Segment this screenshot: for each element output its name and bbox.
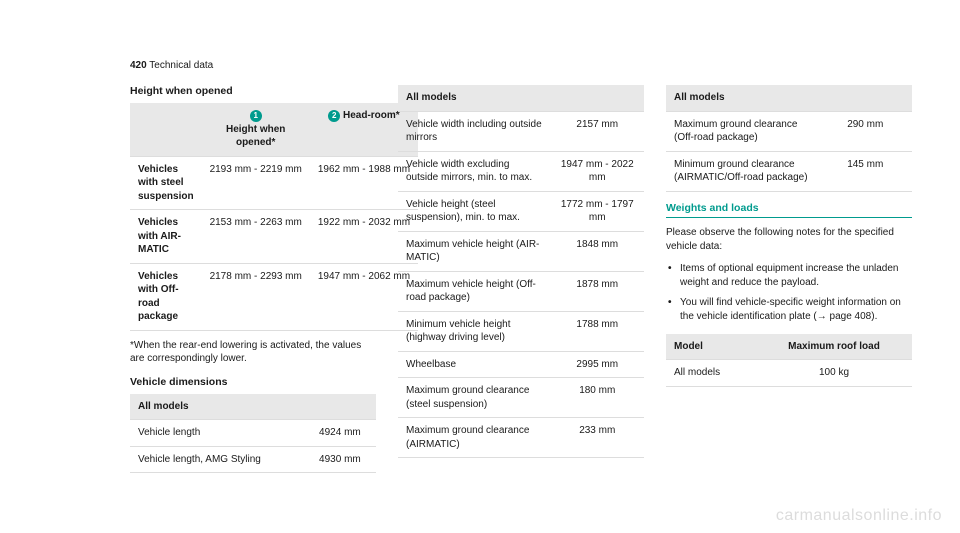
table-row: Minimum vehicle height (highway driving … (398, 311, 644, 351)
row-val: 1788 mm (551, 311, 644, 351)
row-val: 180 mm (551, 378, 644, 418)
row-label: Vehicles with AIR-MATIC (138, 217, 181, 255)
row-val: 290 mm (819, 111, 912, 151)
row-label: All models (666, 360, 756, 387)
table-row: Minimum ground clearance (AIRMATIC/Off-r… (666, 151, 912, 191)
table-row: Vehicles with steel suspension 2193 mm -… (130, 156, 418, 210)
row-val: 1772 mm - 1797 mm (551, 191, 644, 231)
list-item: You will find vehicle-specific weight in… (666, 296, 912, 324)
vehicle-dimensions-table-1: All models Vehicle length 4924 mm Vehicl… (130, 394, 376, 474)
col-header-2-label: Head-room* (343, 110, 400, 121)
row-val: 1848 mm (551, 231, 644, 271)
row-val: 2178 mm - 2293 mm (202, 263, 310, 330)
row-label: Vehicle length (130, 420, 304, 447)
row-label: Maximum vehicle height (Off-road package… (398, 271, 551, 311)
table-row: All models 100 kg (666, 360, 912, 387)
footnote: *When the rear-end lowering is activated… (130, 339, 376, 366)
table-row: Maximum vehicle height (Off-road package… (398, 271, 644, 311)
header-section: Technical data (149, 60, 213, 71)
table-row: Wheelbase2995 mm (398, 351, 644, 378)
row-val: 4924 mm (304, 420, 376, 447)
column-1: Height when opened 1 Height when opened*… (130, 85, 376, 481)
table-row: Maximum ground clearance (AIRMATIC)233 m… (398, 418, 644, 458)
row-label: Wheelbase (398, 351, 551, 378)
table-header: Model (666, 334, 756, 360)
row-val: 1878 mm (551, 271, 644, 311)
weights-intro: Please observe the following notes for t… (666, 226, 912, 254)
row-val: 100 kg (756, 360, 912, 387)
row-label: Maximum ground clearance (steel suspensi… (398, 378, 551, 418)
row-label: Vehicles with steel suspension (138, 164, 194, 202)
vehicle-dimensions-table-2: All models Vehicle width including outsi… (398, 85, 644, 458)
page-content: 420 Technical data Height when opened 1 … (0, 0, 960, 511)
height-opened-title: Height when opened (130, 85, 376, 97)
row-label: Vehicle width excluding outside mirrors,… (398, 151, 551, 191)
weights-loads-title: Weights and loads (666, 202, 912, 218)
row-val: 2157 mm (551, 111, 644, 151)
row-val: 233 mm (551, 418, 644, 458)
page-header: 420 Technical data (130, 60, 912, 71)
row-val: 1947 mm - 2022 mm (551, 151, 644, 191)
roof-load-table: Model Maximum roof load All models 100 k… (666, 334, 912, 387)
circle-2-icon: 2 (328, 110, 340, 122)
row-label: Maximum ground clearance (AIRMATIC) (398, 418, 551, 458)
table-row: Vehicles with AIR-MATIC 2153 mm - 2263 m… (130, 210, 418, 264)
list-item: Items of optional equipment increase the… (666, 262, 912, 290)
col-header-1: 1 Height when opened* (202, 103, 310, 156)
row-label: Minimum vehicle height (highway driving … (398, 311, 551, 351)
vehicle-dimensions-table-3: All models Maximum ground clearance (Off… (666, 85, 912, 192)
table-header: All models (398, 85, 644, 111)
table-header: All models (666, 85, 912, 111)
row-label: Vehicle length, AMG Styling (130, 446, 304, 473)
column-2: All models Vehicle width including outsi… (398, 85, 644, 481)
row-val: 145 mm (819, 151, 912, 191)
vehicle-dimensions-title: Vehicle dimensions (130, 376, 376, 388)
circle-1-icon: 1 (250, 110, 262, 122)
table-row: Vehicle length, AMG Styling 4930 mm (130, 446, 376, 473)
table-row: Vehicle width excluding outside mirrors,… (398, 151, 644, 191)
row-label: Maximum vehicle height (AIR-MATIC) (398, 231, 551, 271)
table-row: Vehicle length 4924 mm (130, 420, 376, 447)
row-label: Minimum ground clearance (AIRMATIC/Off-r… (666, 151, 819, 191)
row-label: Vehicles with Off-road package (138, 271, 179, 323)
row-val: 2995 mm (551, 351, 644, 378)
row-label: Maximum ground clearance (Off-road packa… (666, 111, 819, 151)
height-opened-table: 1 Height when opened* 2 Head-room* Vehic… (130, 103, 418, 331)
table-header: All models (130, 394, 376, 420)
watermark: carmanualsonline.info (776, 507, 942, 525)
col-header-1-label: Height when opened* (226, 124, 285, 149)
row-val: 2153 mm - 2263 mm (202, 210, 310, 264)
table-row: Vehicle width including outside mirrors2… (398, 111, 644, 151)
table-header: Maximum roof load (756, 334, 912, 360)
table-row: Vehicles with Off-road package 2178 mm -… (130, 263, 418, 330)
table-row: Maximum vehicle height (AIR-MATIC)1848 m… (398, 231, 644, 271)
columns: Height when opened 1 Height when opened*… (130, 85, 912, 481)
weights-bullets: Items of optional equipment increase the… (666, 262, 912, 324)
column-3: All models Maximum ground clearance (Off… (666, 85, 912, 481)
table-row: Vehicle height (steel suspension), min. … (398, 191, 644, 231)
row-val: 4930 mm (304, 446, 376, 473)
table-row: Maximum ground clearance (steel suspensi… (398, 378, 644, 418)
row-label: Vehicle width including outside mirrors (398, 111, 551, 151)
row-label: Vehicle height (steel suspension), min. … (398, 191, 551, 231)
page-number: 420 (130, 60, 147, 71)
table-row: Maximum ground clearance (Off-road packa… (666, 111, 912, 151)
row-val: 2193 mm - 2219 mm (202, 156, 310, 210)
